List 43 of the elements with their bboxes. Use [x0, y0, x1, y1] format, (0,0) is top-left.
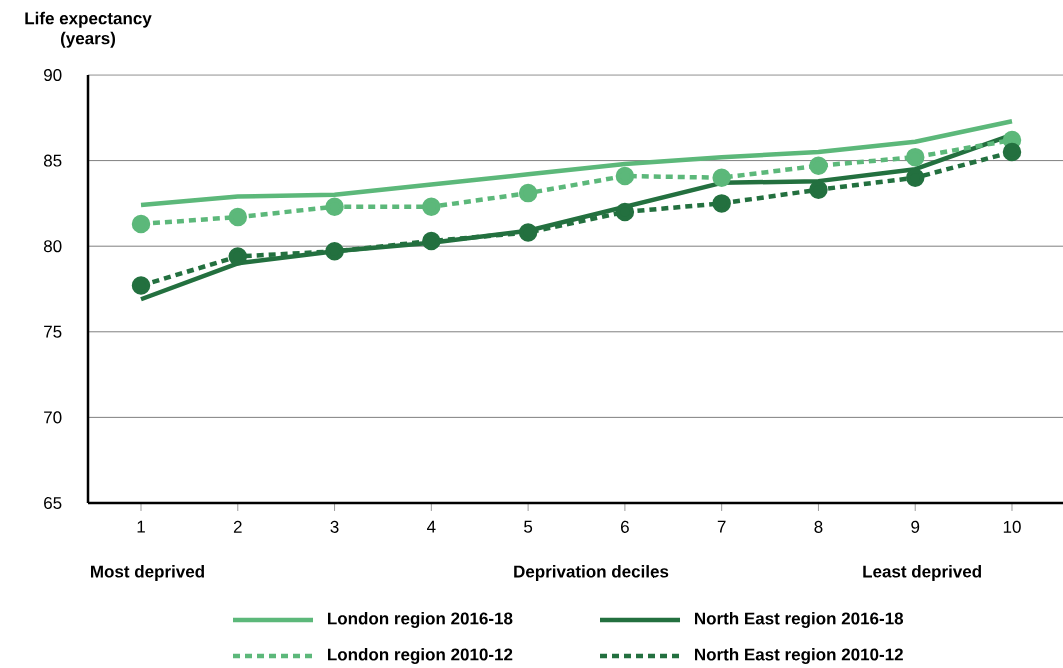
y-tick-label: 75 — [44, 325, 62, 338]
point — [615, 166, 635, 186]
x-tick-label: 9 — [911, 520, 920, 533]
x-tick-label: 6 — [621, 520, 629, 533]
y-axis-title: Life expectancy (years) — [25, 11, 152, 48]
point — [422, 197, 441, 217]
x-tick-label: 7 — [717, 520, 726, 533]
point — [131, 276, 151, 295]
point — [325, 197, 344, 217]
x-tick-label: 1 — [137, 520, 145, 533]
point — [518, 183, 538, 203]
x-tick-label: 8 — [814, 520, 823, 533]
point — [228, 247, 248, 266]
point — [615, 202, 635, 222]
point — [228, 207, 248, 227]
point — [712, 168, 731, 187]
legend-label: North East region 2010-12 — [695, 648, 903, 664]
text: Most deprived — [91, 565, 204, 581]
legend-label: London region 2016-18 — [328, 612, 513, 628]
point — [325, 242, 344, 261]
point — [905, 168, 925, 187]
point — [809, 180, 828, 199]
y-tick-label: 80 — [43, 240, 62, 253]
y-tick-label: 65 — [44, 496, 62, 510]
point — [905, 147, 925, 167]
x-tick-label: 10 — [1003, 520, 1021, 533]
point — [422, 231, 441, 251]
y-tick-label: 70 — [44, 411, 62, 424]
point — [518, 223, 538, 242]
text: Least deprived — [863, 565, 981, 581]
x-tick-label: 4 — [427, 520, 436, 533]
point — [712, 194, 731, 213]
x-tick-label: 5 — [524, 520, 533, 533]
legend-label: North East region 2016-18 — [695, 612, 904, 628]
x-tick-label: 3 — [330, 520, 339, 533]
point — [1002, 142, 1022, 162]
legend-label: London region 2010-12 — [328, 648, 513, 664]
x-tick-label: 2 — [233, 520, 242, 533]
x-axis-title: Deprivation deciles — [514, 565, 669, 581]
point — [809, 156, 828, 175]
y-tick-label: 85 — [43, 154, 62, 167]
y-tick-label: 90 — [44, 68, 62, 82]
point — [131, 214, 151, 234]
